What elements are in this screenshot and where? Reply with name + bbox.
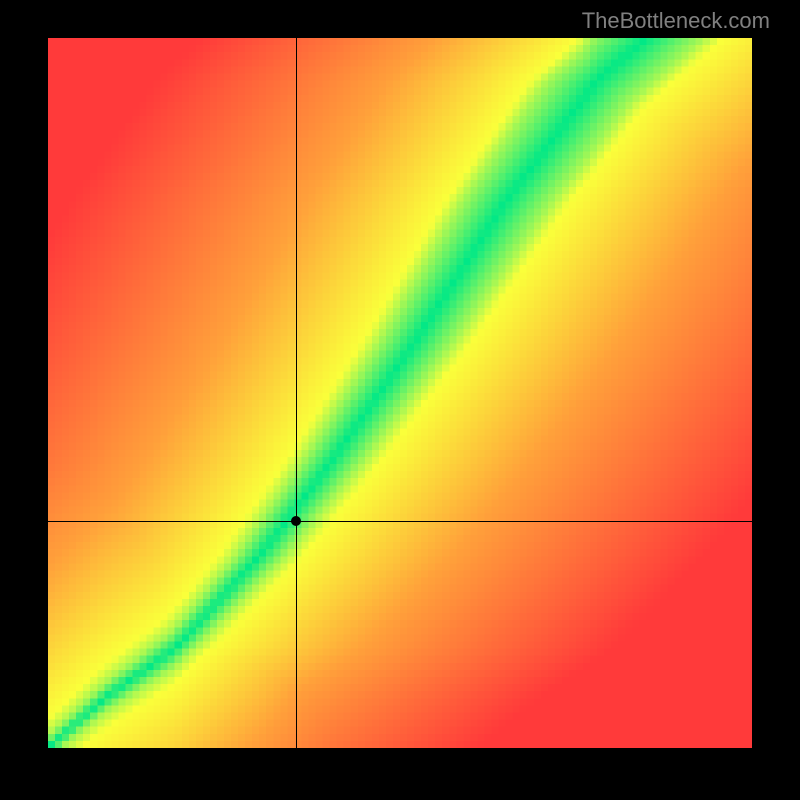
chart-container: TheBottleneck.com (0, 0, 800, 800)
crosshair-horizontal (48, 521, 752, 522)
crosshair-dot (291, 516, 301, 526)
watermark-text: TheBottleneck.com (582, 8, 770, 34)
heatmap-canvas (48, 38, 752, 748)
crosshair-vertical (296, 38, 297, 748)
heatmap-plot (48, 38, 752, 748)
